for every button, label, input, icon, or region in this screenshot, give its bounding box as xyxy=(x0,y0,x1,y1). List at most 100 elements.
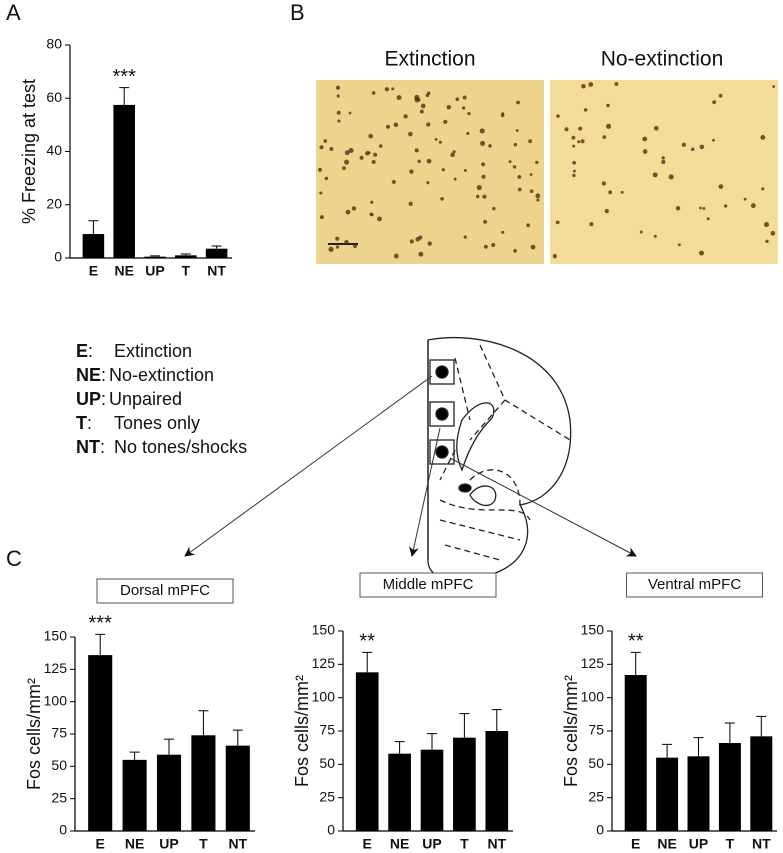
error-bar xyxy=(211,245,222,249)
cell xyxy=(668,174,674,180)
x-tick-label: UP xyxy=(145,263,164,279)
bar xyxy=(191,735,216,831)
cell xyxy=(453,177,457,181)
cell xyxy=(359,155,364,160)
x-tick-label: T xyxy=(726,836,735,852)
cell xyxy=(393,122,399,128)
y-tick-label: 125 xyxy=(581,655,605,671)
cell xyxy=(661,156,665,160)
cell xyxy=(426,122,431,127)
cell xyxy=(642,136,648,142)
y-tick-label: 100 xyxy=(312,688,336,704)
y-tick-label: 25 xyxy=(319,788,335,804)
cell xyxy=(699,206,702,210)
cell xyxy=(583,108,588,112)
cell xyxy=(589,222,594,227)
x-tick-label: E xyxy=(89,263,98,279)
cell xyxy=(606,103,610,108)
cell xyxy=(319,145,324,150)
cell xyxy=(426,181,430,185)
bar xyxy=(750,736,773,831)
cell xyxy=(318,167,322,172)
cell xyxy=(335,236,340,241)
cell xyxy=(373,152,378,157)
panel-letter: C xyxy=(6,546,22,571)
legend-sep: : xyxy=(87,413,92,433)
cell xyxy=(770,231,776,236)
cell xyxy=(580,139,585,144)
legend-sep: : xyxy=(101,389,106,409)
cell xyxy=(348,111,352,115)
cell xyxy=(345,209,351,215)
panel-letter: A xyxy=(6,0,21,25)
cell xyxy=(699,144,705,150)
y-tick-label: 0 xyxy=(327,822,335,838)
cell xyxy=(564,127,569,132)
panel-letter: B xyxy=(290,0,305,25)
cell xyxy=(476,184,482,191)
y-tick-label: 125 xyxy=(44,660,68,676)
cell xyxy=(552,254,557,259)
micrograph xyxy=(550,80,778,264)
chart-title: Dorsal mPFC xyxy=(120,582,210,599)
x-tick-label: UP xyxy=(422,836,441,852)
cell xyxy=(348,147,354,153)
x-tick-label: NT xyxy=(207,263,226,279)
error-bar xyxy=(630,651,641,675)
y-tick-label: 75 xyxy=(588,722,604,738)
y-tick-label: 0 xyxy=(59,822,67,838)
cell xyxy=(572,173,576,178)
cell xyxy=(515,129,519,132)
significance: ** xyxy=(359,631,375,653)
error-bar xyxy=(724,722,735,743)
legend-text: No tones/shocks xyxy=(114,437,247,457)
cell xyxy=(335,85,341,90)
cell xyxy=(572,160,576,165)
cell xyxy=(750,203,756,209)
cell xyxy=(681,142,687,147)
y-tick-label: 50 xyxy=(588,755,604,771)
cell xyxy=(581,83,586,89)
cell xyxy=(572,169,576,173)
bar xyxy=(718,743,741,831)
error-bar xyxy=(662,743,673,758)
cell xyxy=(377,216,382,222)
cell xyxy=(675,206,681,211)
y-tick-label: 75 xyxy=(319,722,335,738)
cell xyxy=(481,174,486,179)
y-tick-label: 60 xyxy=(46,89,62,105)
y-tick-label: 150 xyxy=(44,628,68,644)
legend-text: Unpaired xyxy=(109,389,182,409)
legend-sep: : xyxy=(101,365,106,385)
cell xyxy=(462,95,467,100)
error-bar xyxy=(150,255,160,257)
y-tick-label: 50 xyxy=(319,755,335,771)
cell xyxy=(455,97,460,102)
cell xyxy=(517,175,522,179)
chart-title: Ventral mPFC xyxy=(648,576,742,593)
y-axis-label: Fos cells/mm² xyxy=(24,678,44,790)
y-tick-label: 0 xyxy=(596,822,604,838)
cell xyxy=(323,139,328,143)
cell xyxy=(393,253,399,259)
cell xyxy=(588,82,594,87)
micrograph-label: No-extinction xyxy=(601,48,724,71)
bar xyxy=(624,675,647,831)
legend-abbr: NT xyxy=(76,437,100,457)
error-bar xyxy=(427,733,437,750)
x-tick-label: E xyxy=(363,836,372,852)
cell xyxy=(702,207,706,210)
cell xyxy=(578,126,583,131)
cell xyxy=(706,217,710,221)
y-tick-label: 100 xyxy=(44,692,68,708)
cell xyxy=(483,219,488,224)
cell xyxy=(491,242,496,248)
cell xyxy=(344,159,350,165)
cell xyxy=(408,201,413,207)
x-tick-label: UP xyxy=(159,836,178,852)
cell xyxy=(513,142,518,147)
error-bar xyxy=(129,751,140,760)
brain-diagram xyxy=(427,336,572,580)
cell xyxy=(620,190,624,194)
cell xyxy=(414,148,419,153)
